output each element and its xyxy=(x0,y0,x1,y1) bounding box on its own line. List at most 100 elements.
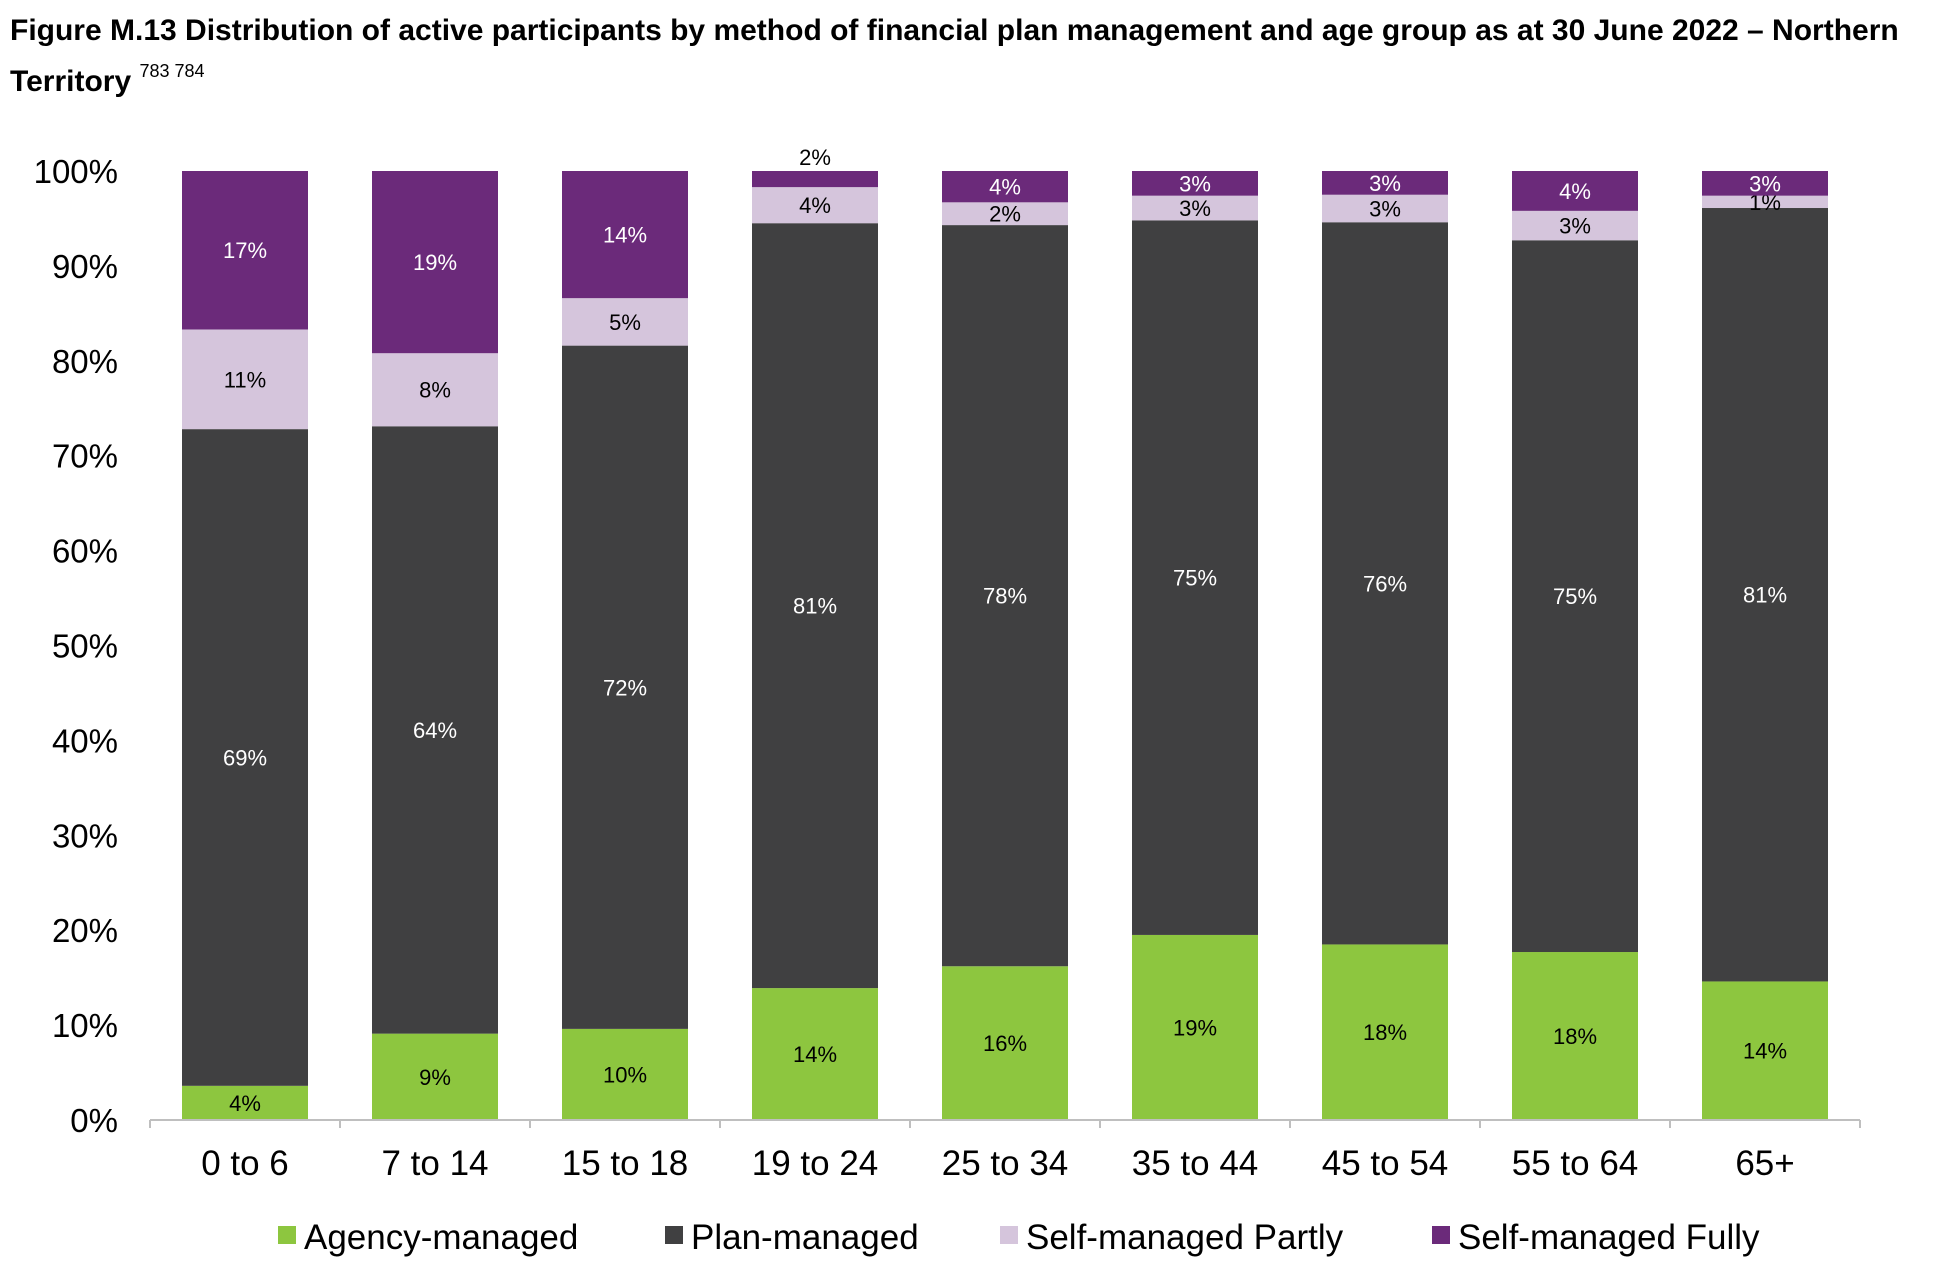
x-category-label: 19 to 24 xyxy=(752,1144,879,1183)
bar-segment xyxy=(1322,194,1448,223)
y-tick-label: 50% xyxy=(52,628,118,665)
data-label: 17% xyxy=(223,238,267,263)
data-label: 8% xyxy=(419,378,451,403)
bar-segment xyxy=(562,345,688,1029)
data-label: 81% xyxy=(1743,583,1787,608)
y-tick-label: 90% xyxy=(52,248,118,285)
data-label: 18% xyxy=(1553,1024,1597,1049)
x-category-label: 35 to 44 xyxy=(1132,1144,1259,1183)
bar-segment xyxy=(1512,171,1638,211)
y-tick-label: 100% xyxy=(34,153,118,190)
bar-segment xyxy=(942,225,1068,967)
bar-segment xyxy=(752,187,878,224)
bar-segment xyxy=(372,171,498,354)
bar-segment xyxy=(1702,981,1828,1120)
y-tick-label: 10% xyxy=(52,1007,118,1044)
data-label: 81% xyxy=(793,594,837,619)
bar-segment xyxy=(1702,195,1828,209)
data-label: 3% xyxy=(1179,196,1211,221)
data-label: 14% xyxy=(1743,1039,1787,1064)
legend-swatch xyxy=(1432,1226,1450,1244)
data-label: 3% xyxy=(1369,171,1401,196)
data-label: 10% xyxy=(603,1062,647,1087)
data-label: 3% xyxy=(1369,196,1401,221)
y-tick-label: 70% xyxy=(52,438,118,475)
data-label: 3% xyxy=(1559,214,1591,239)
chart-title-text: Figure M.13 Distribution of active parti… xyxy=(10,14,1899,98)
data-label: 4% xyxy=(229,1091,261,1116)
data-label: 16% xyxy=(983,1031,1027,1056)
legend-swatch xyxy=(278,1226,296,1244)
x-category-label: 7 to 14 xyxy=(381,1144,488,1183)
bar-segment xyxy=(182,429,308,1086)
legend-label: Self-managed Partly xyxy=(1026,1218,1344,1257)
data-label: 19% xyxy=(413,250,457,275)
y-tick-label: 20% xyxy=(52,912,118,949)
bar-segment xyxy=(1512,952,1638,1120)
bar-segment xyxy=(1702,171,1828,196)
data-label: 18% xyxy=(1363,1020,1407,1045)
y-tick-label: 60% xyxy=(52,533,118,570)
bar-segment xyxy=(1322,944,1448,1120)
data-label: 76% xyxy=(1363,571,1407,596)
bar-segment xyxy=(372,1033,498,1120)
bar-segment xyxy=(1322,222,1448,945)
bar-segment xyxy=(1702,208,1828,982)
x-category-label: 65+ xyxy=(1735,1144,1794,1183)
y-tick-label: 80% xyxy=(52,343,118,380)
legend-label: Self-managed Fully xyxy=(1458,1218,1760,1257)
bar-segment xyxy=(942,202,1068,226)
data-label: 11% xyxy=(224,367,266,392)
data-label: 75% xyxy=(1553,584,1597,609)
bar-segment xyxy=(1322,171,1448,195)
data-label: 3% xyxy=(1179,171,1211,196)
data-label: 3% xyxy=(1749,171,1781,196)
bar-segment xyxy=(1132,934,1258,1120)
legend-swatch xyxy=(1000,1226,1018,1244)
chart-title: Figure M.13 Distribution of active parti… xyxy=(10,10,1920,102)
x-category-label: 25 to 34 xyxy=(942,1144,1069,1183)
data-label: 4% xyxy=(989,175,1021,200)
y-tick-label: 30% xyxy=(52,817,118,854)
bar-segment xyxy=(562,171,688,299)
bar-segment xyxy=(562,298,688,346)
bar-segment xyxy=(942,171,1068,203)
data-label: 72% xyxy=(603,675,647,700)
bar-segment xyxy=(1512,210,1638,241)
data-label: 14% xyxy=(793,1042,837,1067)
data-label: 64% xyxy=(413,718,457,743)
data-label: 19% xyxy=(1173,1015,1217,1040)
bar-segment xyxy=(752,171,878,188)
bar-segment xyxy=(1132,171,1258,196)
y-tick-label: 0% xyxy=(70,1102,118,1139)
bar-segment xyxy=(1512,240,1638,953)
legend-label: Agency-managed xyxy=(304,1218,578,1257)
bar-segment xyxy=(562,1028,688,1120)
legend-label: Plan-managed xyxy=(691,1218,919,1257)
data-label: 2% xyxy=(989,202,1021,227)
x-category-label: 15 to 18 xyxy=(562,1144,689,1183)
bar-segment xyxy=(1132,220,1258,935)
x-category-label: 55 to 64 xyxy=(1512,1144,1639,1183)
footnote-refs: 783 784 xyxy=(139,61,205,81)
data-label: 78% xyxy=(983,584,1027,609)
data-label: 2% xyxy=(799,145,831,170)
y-tick-label: 40% xyxy=(52,722,118,759)
bar-segment xyxy=(182,1085,308,1120)
bar-segment xyxy=(942,966,1068,1120)
bar-segment xyxy=(752,223,878,989)
x-category-label: 45 to 54 xyxy=(1322,1144,1449,1183)
legend-swatch xyxy=(665,1226,683,1244)
data-label: 9% xyxy=(419,1065,451,1090)
data-label: 5% xyxy=(609,310,641,335)
data-label: 14% xyxy=(603,223,647,248)
data-label: 4% xyxy=(799,193,831,218)
data-label: 75% xyxy=(1173,566,1217,591)
bar-segment xyxy=(372,426,498,1034)
bar-segment xyxy=(752,988,878,1120)
bar-segment xyxy=(182,171,308,330)
bar-segment xyxy=(372,353,498,427)
data-label: 4% xyxy=(1559,179,1591,204)
bar-segment xyxy=(1132,195,1258,221)
